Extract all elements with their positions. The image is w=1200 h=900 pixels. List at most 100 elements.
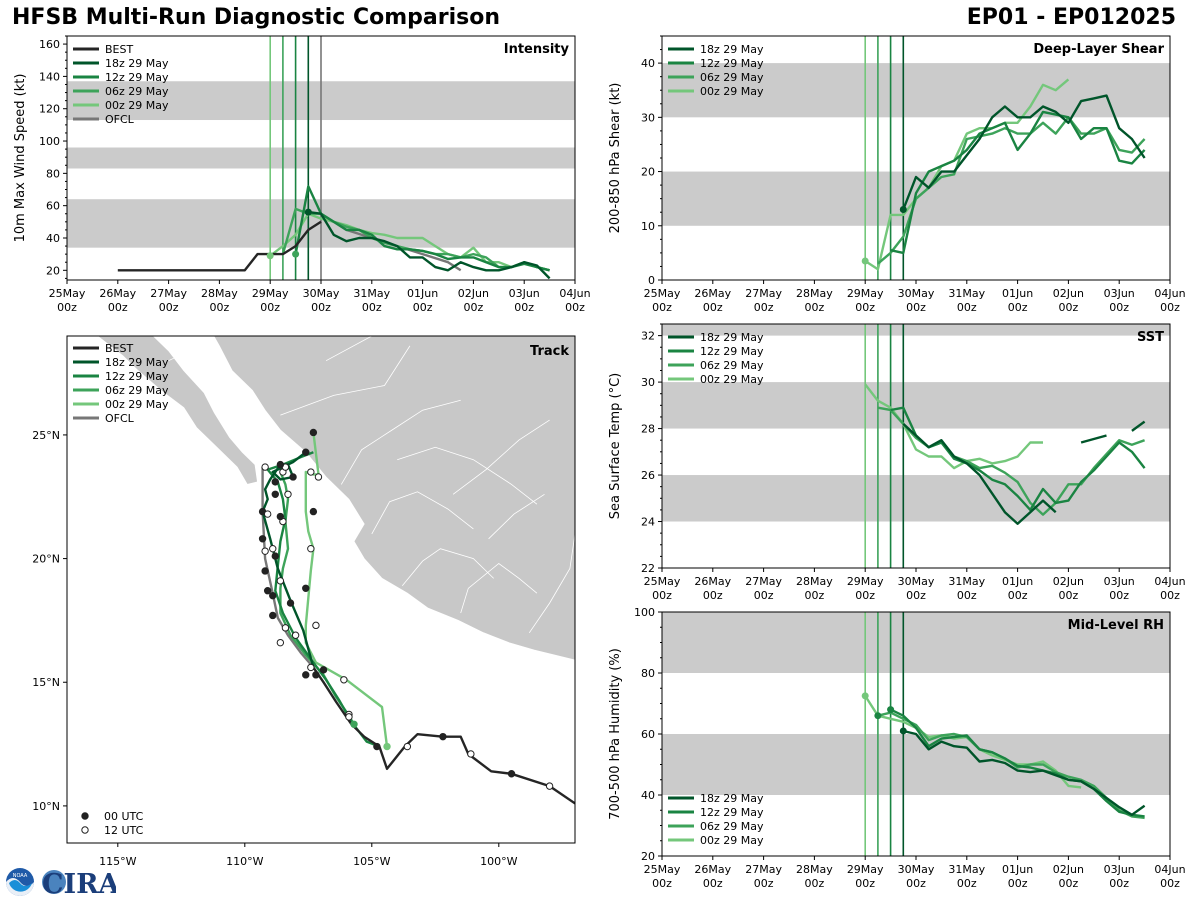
track-point bbox=[271, 552, 279, 560]
storm-id-title: EP01 - EP012025 bbox=[966, 5, 1176, 30]
track-line-06z bbox=[279, 471, 356, 725]
legend-label: 18z 29 May bbox=[105, 57, 169, 70]
track-point bbox=[289, 473, 297, 481]
track-point bbox=[271, 478, 279, 486]
track-point bbox=[307, 468, 315, 476]
y-tick-label: 32 bbox=[641, 330, 655, 343]
track-point bbox=[319, 666, 328, 674]
shading-band bbox=[662, 382, 1170, 429]
cira-logo: NOAA CIRA bbox=[6, 868, 116, 898]
init-marker bbox=[292, 250, 300, 258]
legend-label: OFCL bbox=[105, 113, 135, 126]
x-tick-label-hour: 00z bbox=[754, 301, 774, 314]
legend-label: 12z 29 May bbox=[105, 71, 169, 84]
cira-logo-text: CIRA bbox=[42, 869, 116, 898]
legend-label: 18z 29 May bbox=[700, 43, 764, 56]
x-tick-label-date: 27May bbox=[745, 863, 782, 876]
legend-label: 12z 29 May bbox=[700, 57, 764, 70]
latitude-label: 10°N bbox=[32, 800, 60, 813]
panel-sst: 25May00z26May00z27May00z28May00z29May00z… bbox=[608, 323, 1186, 602]
legend-label: 12z 29 May bbox=[700, 806, 764, 819]
track-point bbox=[467, 750, 475, 758]
x-tick-label-date: 04Jun bbox=[559, 287, 590, 300]
x-tick-label-date: 25May bbox=[49, 287, 86, 300]
x-tick-label-hour: 00z bbox=[413, 301, 433, 314]
x-tick-label-hour: 00z bbox=[311, 301, 331, 314]
track-point bbox=[309, 507, 318, 516]
track-point bbox=[340, 676, 348, 684]
noaa-logo-text: NOAA bbox=[13, 873, 28, 879]
y-tick-label: 24 bbox=[641, 516, 655, 529]
x-tick-label-hour: 00z bbox=[805, 301, 825, 314]
figure-title: HFSB Multi-Run Diagnostic Comparison bbox=[12, 5, 500, 30]
track-point bbox=[302, 671, 310, 679]
series-line-00z bbox=[269, 212, 550, 272]
state-border bbox=[168, 355, 179, 362]
x-tick-label-date: 29May bbox=[252, 287, 289, 300]
x-tick-label-date: 26May bbox=[694, 287, 731, 300]
x-tick-label-hour: 00z bbox=[906, 877, 926, 890]
track-point bbox=[286, 599, 295, 607]
panel-track: 115°W 110°W 105°W 100°W 10°N 15°N 20°N 25°N Trac… bbox=[32, 335, 576, 868]
panel-title: Deep-Layer Shear bbox=[1033, 42, 1164, 57]
series-line-BEST bbox=[117, 220, 322, 272]
y-axis-label: Sea Surface Temp (°C) bbox=[608, 373, 623, 520]
x-tick-label-hour: 00z bbox=[362, 301, 382, 314]
state-border bbox=[340, 399, 461, 485]
panel-title: SST bbox=[1137, 330, 1164, 345]
x-tick-label-hour: 00z bbox=[906, 301, 926, 314]
x-tick-label-hour: 00z bbox=[260, 301, 280, 314]
x-tick-label-date: 01Jun bbox=[1002, 863, 1033, 876]
x-tick-label-hour: 00z bbox=[1059, 301, 1079, 314]
x-tick-label-hour: 00z bbox=[210, 301, 230, 314]
state-border bbox=[488, 493, 545, 540]
y-tick-label: 140 bbox=[39, 70, 60, 83]
y-tick-label: 20 bbox=[46, 264, 60, 277]
shading-band bbox=[662, 63, 1170, 118]
init-marker bbox=[861, 257, 869, 265]
state-border bbox=[460, 562, 538, 614]
y-tick-label: 100 bbox=[39, 135, 60, 148]
track-line-12z bbox=[266, 451, 380, 748]
x-tick-label-hour: 00z bbox=[1109, 301, 1129, 314]
x-tick-label-date: 04Jun bbox=[1154, 575, 1185, 588]
x-tick-label-hour: 00z bbox=[855, 301, 875, 314]
legend-label: 00z 29 May bbox=[105, 99, 169, 112]
panel-title: Intensity bbox=[504, 42, 570, 57]
x-tick-label-hour: 00z bbox=[57, 301, 77, 314]
x-tick-label-hour: 00z bbox=[1160, 301, 1180, 314]
x-tick-label-hour: 00z bbox=[703, 301, 723, 314]
legend-label: 00 UTC bbox=[104, 810, 144, 823]
panel-intensity: 25May00z26May00z27May00z28May00z29May00z… bbox=[13, 35, 591, 314]
track-point bbox=[284, 490, 292, 498]
series-line-12z bbox=[890, 708, 1145, 818]
legend-label: 18z 29 May bbox=[700, 792, 764, 805]
latitude-label: 25°N bbox=[32, 429, 60, 442]
x-tick-label-date: 28May bbox=[796, 575, 833, 588]
x-tick-label-date: 30May bbox=[898, 863, 935, 876]
map-area bbox=[96, 336, 575, 805]
y-tick-label: 20 bbox=[641, 850, 655, 863]
track-point bbox=[269, 544, 277, 553]
track-point bbox=[350, 720, 358, 728]
series-line-12z bbox=[890, 110, 1146, 255]
y-tick-label: 40 bbox=[46, 232, 60, 245]
legend-label: 18z 29 May bbox=[700, 331, 764, 344]
x-tick-label-date: 26May bbox=[99, 287, 136, 300]
x-tick-label-date: 02Jun bbox=[1053, 863, 1084, 876]
x-tick-label-hour: 00z bbox=[1160, 589, 1180, 602]
track-point bbox=[307, 544, 315, 553]
y-tick-label: 40 bbox=[641, 789, 655, 802]
x-tick-label-date: 25May bbox=[644, 287, 681, 300]
y-tick-label: 22 bbox=[641, 562, 655, 575]
init-marker bbox=[874, 712, 882, 720]
legend-label: 06z 29 May bbox=[105, 384, 169, 397]
x-tick-label-hour: 00z bbox=[565, 301, 585, 314]
legend-label: 12z 29 May bbox=[105, 370, 169, 383]
x-tick-label-hour: 00z bbox=[652, 301, 672, 314]
track-point bbox=[263, 587, 272, 595]
x-tick-label-hour: 00z bbox=[1008, 589, 1028, 602]
shading-band bbox=[662, 612, 1170, 673]
